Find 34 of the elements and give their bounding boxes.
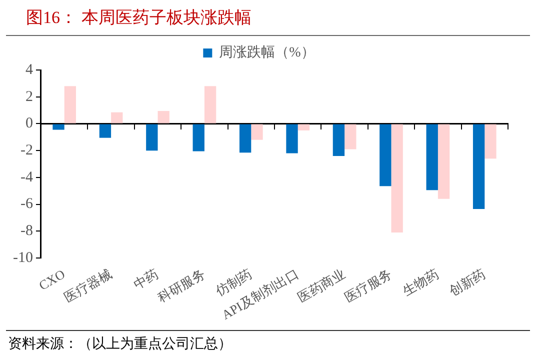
chart-title: 图16： 本周医药子板块涨跌幅 xyxy=(6,0,530,36)
bar xyxy=(472,124,485,209)
bar xyxy=(52,124,64,130)
bar xyxy=(146,124,158,151)
bar xyxy=(438,124,450,199)
bar xyxy=(239,124,252,153)
y-tick-label: -6 xyxy=(20,196,34,212)
y-tick-label: -10 xyxy=(12,250,33,266)
bar xyxy=(344,124,356,150)
bar xyxy=(286,124,298,154)
bar xyxy=(484,124,496,159)
text: 资料来源：（以上为重点公司汇总） xyxy=(8,336,233,353)
bar xyxy=(158,110,170,124)
legend-label: 周涨跌幅（%） xyxy=(219,44,315,61)
y-tick-label: -8 xyxy=(20,223,33,240)
bar xyxy=(204,86,216,124)
bar xyxy=(64,86,76,124)
bar xyxy=(426,124,438,190)
bar xyxy=(99,124,112,138)
bar xyxy=(332,124,345,156)
y-tick-label: -2 xyxy=(20,142,33,159)
y-tick-label: -4 xyxy=(20,169,34,186)
y-tick-label: 2 xyxy=(25,88,33,105)
y-tick-label: 0 xyxy=(25,116,33,132)
x-tick-label: 中药 xyxy=(130,266,161,292)
y-tick-label: 4 xyxy=(25,62,34,78)
bar xyxy=(111,112,123,124)
bar xyxy=(192,124,204,152)
bar xyxy=(391,124,403,232)
bar xyxy=(380,124,392,186)
x-tick-label: 创新药 xyxy=(446,266,488,299)
x-tick-label: 生物药 xyxy=(400,266,442,299)
bar xyxy=(251,124,263,140)
bar xyxy=(298,124,310,130)
